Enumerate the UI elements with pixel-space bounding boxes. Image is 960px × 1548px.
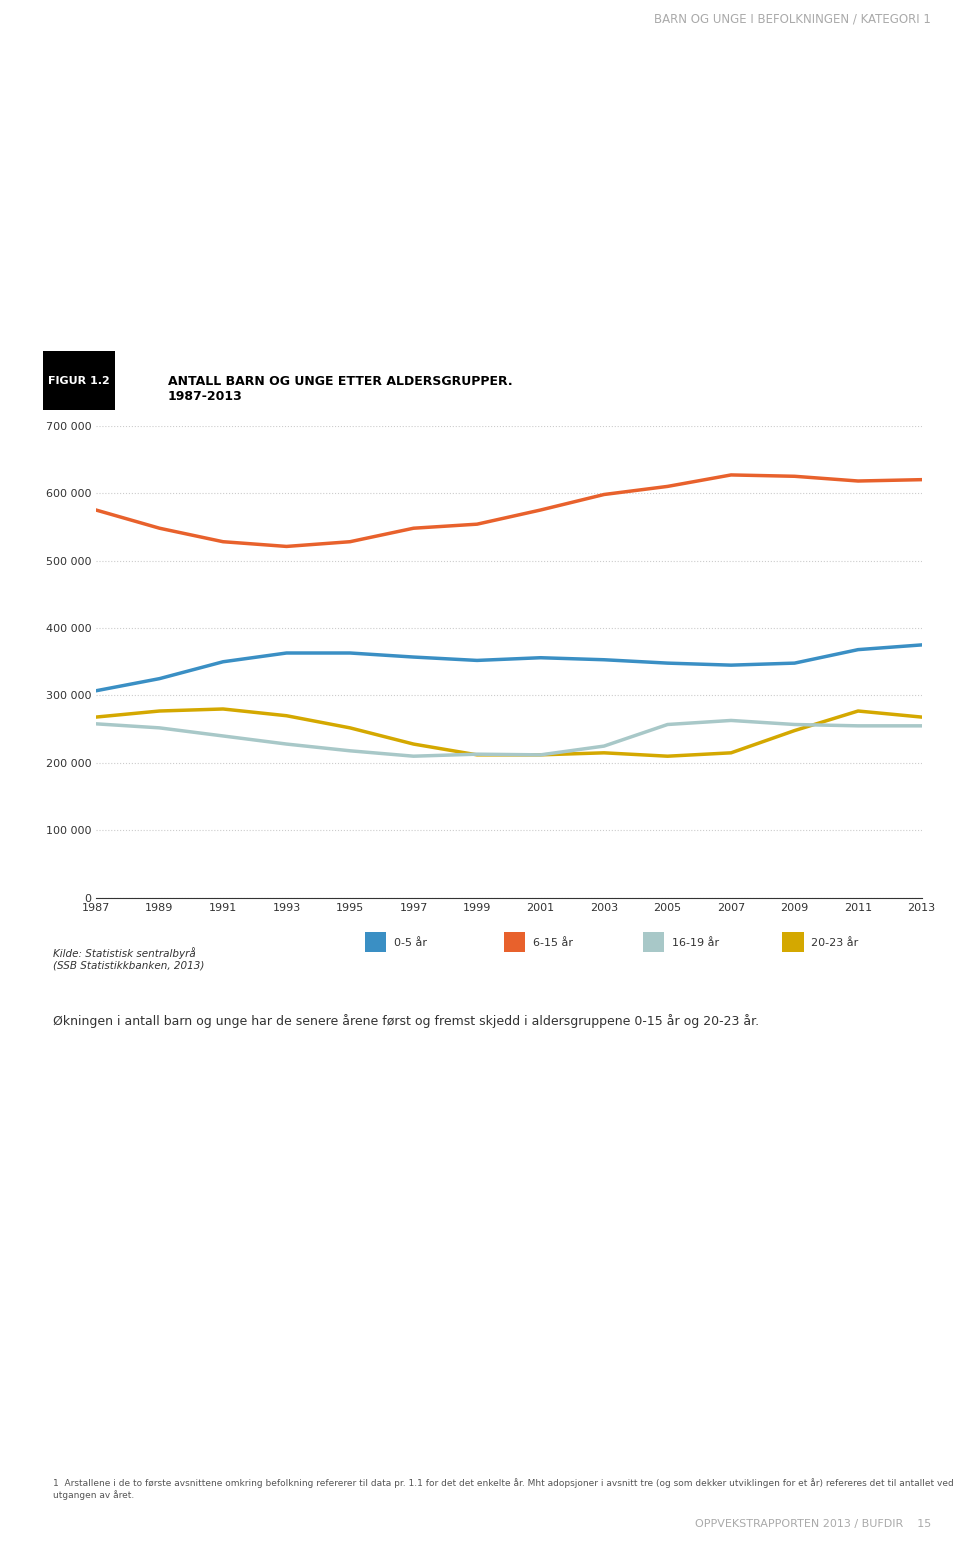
- Text: Kilde: Statistisk sentralbyrå
(SSB Statistikkbanken, 2013): Kilde: Statistisk sentralbyrå (SSB Stati…: [53, 947, 204, 971]
- Text: 16-19 år: 16-19 år: [672, 938, 719, 947]
- Text: BARN OG UNGE I BEFOLKNINGEN / KATEGORI 1: BARN OG UNGE I BEFOLKNINGEN / KATEGORI 1: [655, 12, 931, 25]
- Text: ANTALL BARN OG UNGE ETTER ALDERSGRUPPER.: ANTALL BARN OG UNGE ETTER ALDERSGRUPPER.: [168, 375, 513, 387]
- Text: 6-15 år: 6-15 år: [533, 938, 573, 947]
- Text: 20-23 år: 20-23 år: [811, 938, 858, 947]
- Text: OPPVEKSTRAPPORTEN 2013 / BUFDIR    15: OPPVEKSTRAPPORTEN 2013 / BUFDIR 15: [695, 1520, 931, 1529]
- Text: 1  Arstallene i de to første avsnittene omkring befolkning refererer til data pr: 1 Arstallene i de to første avsnittene o…: [53, 1478, 953, 1500]
- Text: FIGUR 1.2: FIGUR 1.2: [48, 376, 110, 385]
- Text: 1987-2013: 1987-2013: [168, 390, 243, 402]
- Text: 0-5 år: 0-5 år: [394, 938, 426, 947]
- Text: Økningen i antall barn og unge har de senere årene først og fremst skjedd i alde: Økningen i antall barn og unge har de se…: [53, 1014, 759, 1028]
